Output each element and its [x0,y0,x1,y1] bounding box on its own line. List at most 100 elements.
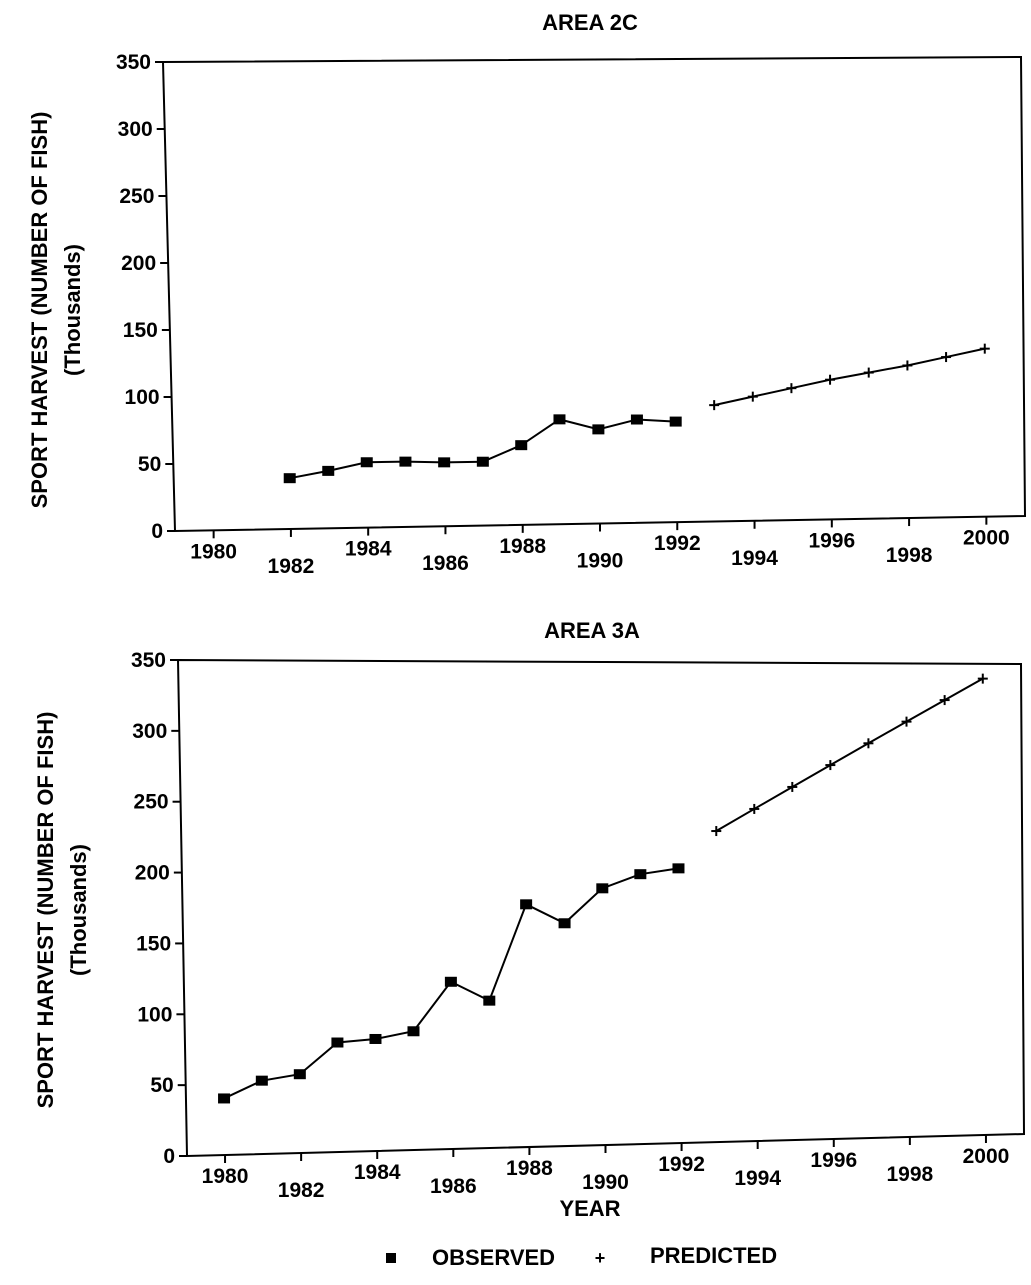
y-tick-label: 300 [118,118,153,141]
x-tick-label: 1992 [654,532,701,555]
data-point-predicted [863,367,874,378]
data-point-observed [515,440,528,451]
data-point-predicted [979,343,990,354]
data-point-predicted [749,803,760,814]
data-point-predicted [977,673,988,684]
data-point-observed [283,473,296,484]
data-point-observed [596,883,609,894]
data-point-observed [331,1037,344,1048]
data-point-observed [553,414,566,425]
data-point-observed [444,976,457,987]
x-tick-label: 1980 [202,1165,249,1188]
data-point-predicted [709,400,720,411]
y-tick-label: 200 [121,252,156,275]
y-axis-label-units: (Thousands) [66,844,91,976]
y-axis-ticks: 0 50 100 150 200 250 300 350 [131,649,187,1168]
legend-predicted-marker: + [595,1248,606,1268]
x-tick-label: 1982 [278,1179,325,1202]
y-tick-label: 150 [136,932,171,955]
data-point-predicted [939,695,950,706]
x-axis-ticks: 1980 1982 1984 1986 1988 1990 1992 1994 1996 1998… [202,1135,1010,1202]
data-point-observed [438,457,451,468]
x-tick-label: 2000 [963,527,1010,550]
series-line-predicted [715,677,984,832]
data-point-observed [360,457,373,468]
x-axis-label: YEAR [559,1196,620,1221]
y-axis-label: SPORT HARVEST (NUMBER OF FISH) [27,112,52,509]
x-tick-label: 1996 [810,1149,857,1172]
chart-title: AREA 2C [542,10,638,35]
data-point-observed [476,456,489,467]
data-point-observed [672,863,685,874]
plot-frame [176,658,1026,1158]
x-tick-label: 1982 [268,555,315,578]
series-line-observed [289,418,676,480]
y-axis-label-units: (Thousands) [60,244,85,376]
x-tick-label: 1998 [886,544,933,567]
x-tick-label: 1990 [577,550,624,573]
x-axis-ticks: 1980 1982 1984 1986 1988 1990 1992 1994 1996 1998… [190,516,1010,578]
data-point-predicted [747,391,758,402]
y-tick-label: 150 [123,319,158,342]
y-tick-label: 0 [151,520,163,543]
y-tick-label: 100 [125,386,160,409]
data-marks [218,673,988,1104]
x-tick-label: 1994 [734,1167,781,1190]
y-tick-label: 300 [132,720,167,743]
x-tick-label: 1980 [190,540,237,563]
legend-predicted-label: PREDICTED [650,1243,777,1268]
data-point-predicted [711,826,722,837]
plot-frame [161,55,1027,533]
data-point-predicted [787,781,798,792]
y-axis-ticks: 0 50 100 150 200 250 300 350 [116,51,175,543]
y-tick-label: 100 [137,1003,172,1026]
data-point-observed [634,869,647,880]
x-tick-label: 1996 [808,529,855,552]
data-point-predicted [863,738,874,749]
x-tick-label: 1986 [430,1175,477,1198]
x-tick-label: 1988 [499,535,546,558]
data-point-observed [520,899,533,910]
x-tick-label: 1998 [887,1163,934,1186]
y-tick-label: 350 [116,51,151,74]
data-point-observed [669,416,682,427]
data-point-observed [399,456,412,467]
y-tick-label: 350 [131,649,166,672]
legend: OBSERVED + PREDICTED [386,1243,777,1270]
data-point-predicted [825,760,836,771]
data-marks [283,343,990,484]
x-tick-label: 1990 [582,1171,629,1194]
series-line-predicted [713,347,985,407]
x-tick-label: 1988 [506,1157,553,1180]
chart-title: AREA 3A [544,618,640,643]
chart-area-2c: AREA 2C 0 50 100 150 200 250 300 350 1980 1982 19… [27,10,1027,578]
y-tick-label: 250 [119,185,154,208]
data-point-observed [322,465,335,476]
y-tick-label: 0 [163,1145,175,1168]
legend-observed-label: OBSERVED [432,1245,555,1270]
data-point-observed [369,1033,382,1044]
data-point-observed [218,1093,231,1104]
data-point-predicted [786,383,797,394]
x-tick-label: 1986 [422,552,469,575]
data-point-observed [293,1069,306,1080]
data-point-observed [592,424,605,435]
x-tick-label: 1984 [354,1161,401,1184]
x-tick-label: 1994 [731,547,778,570]
data-point-observed [255,1075,268,1086]
data-point-observed [558,918,571,929]
x-tick-label: 2000 [963,1145,1010,1168]
data-point-observed [407,1026,420,1037]
y-tick-label: 200 [135,862,170,885]
data-point-predicted [825,374,836,385]
legend-observed-marker [386,1253,396,1263]
x-tick-label: 1992 [658,1153,705,1176]
y-axis-label: SPORT HARVEST (NUMBER OF FISH) [33,712,58,1109]
data-point-predicted [941,352,952,363]
y-tick-label: 50 [150,1074,173,1097]
y-tick-label: 50 [138,453,161,476]
data-point-observed [630,414,643,425]
data-point-observed [483,995,496,1006]
